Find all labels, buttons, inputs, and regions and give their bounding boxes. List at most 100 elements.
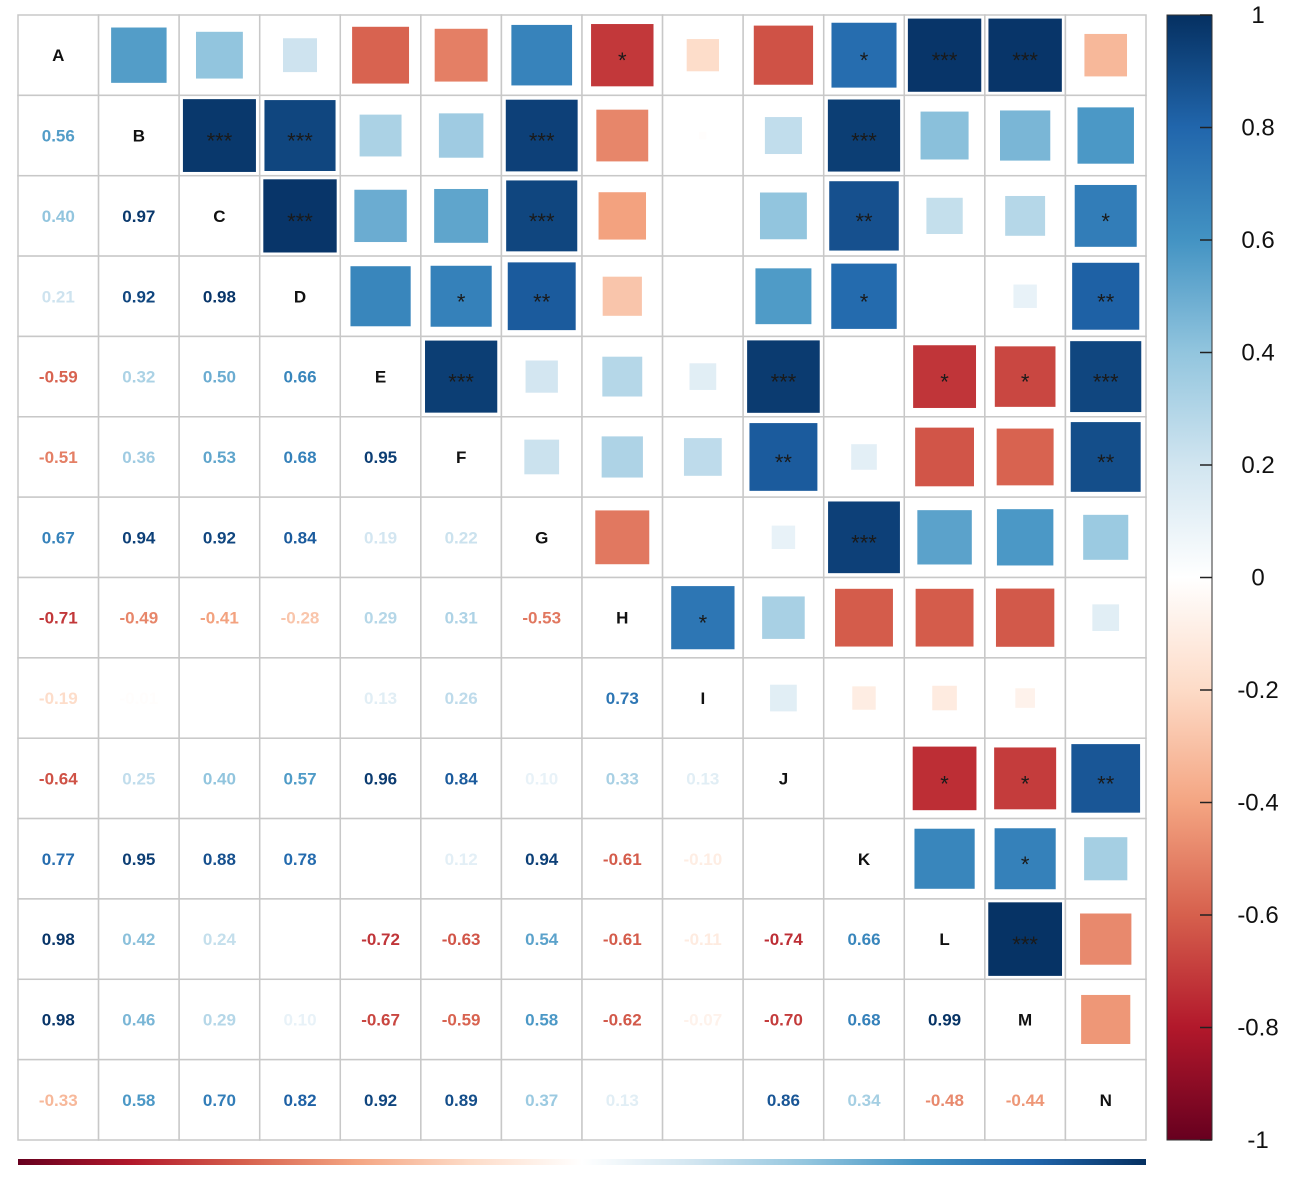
significance-marker: *** xyxy=(529,129,555,154)
corr-square xyxy=(598,192,647,240)
corr-square xyxy=(263,179,337,253)
corr-value: -0.59 xyxy=(39,368,78,387)
grid-cell xyxy=(339,737,422,820)
grid-cell xyxy=(1064,1058,1147,1141)
variable-label: F xyxy=(456,448,466,467)
colorbar-tick-label: 0 xyxy=(1251,565,1264,592)
grid-cell xyxy=(97,416,180,498)
corr-value: 0.70 xyxy=(203,1091,236,1110)
corr-square xyxy=(1070,422,1141,492)
corr-square xyxy=(182,99,256,172)
corr-value: -0.10 xyxy=(683,850,722,869)
grid-cell xyxy=(178,416,261,498)
corr-value: -0.59 xyxy=(442,1010,481,1029)
variable-label: G xyxy=(535,528,548,547)
corr-square xyxy=(591,24,654,87)
grid-cell xyxy=(97,255,180,338)
lower-triangle-values: 0.56 0.40 0.97 0.21 0.92 0.98 -0.59 0.32 0.50 0.6… xyxy=(39,127,1045,1110)
grid-cell xyxy=(258,416,342,498)
corr-value: 0.34 xyxy=(847,1091,881,1110)
grid-cell xyxy=(661,255,744,338)
corr-value: 0.13 xyxy=(364,689,397,708)
corr-square xyxy=(827,99,901,172)
grid-cell xyxy=(97,817,180,900)
corr-square xyxy=(354,189,407,243)
corr-square xyxy=(525,360,558,393)
grid-cell xyxy=(500,898,583,981)
grid-cell xyxy=(661,174,744,257)
corr-value: 0.37 xyxy=(525,1091,558,1110)
grid-cell xyxy=(420,898,503,981)
corr-square xyxy=(601,436,643,478)
corr-value: 0.58 xyxy=(525,1010,558,1029)
corr-value: 0.88 xyxy=(203,850,236,869)
corr-value: -0.28 xyxy=(281,609,320,628)
corr-square xyxy=(749,423,818,491)
corr-value: 0.46 xyxy=(122,1010,155,1029)
variable-label: J xyxy=(779,769,788,788)
corr-value: 0.86 xyxy=(767,1091,800,1110)
corr-square xyxy=(912,746,977,811)
corr-value: 0.98 xyxy=(42,930,75,949)
significance-marker: * xyxy=(699,611,708,636)
corr-square xyxy=(747,340,820,413)
corr-square xyxy=(689,363,717,390)
corr-square xyxy=(1071,744,1141,813)
corr-value: 0.25 xyxy=(122,769,155,788)
corr-square xyxy=(1000,110,1051,161)
colorbar-tick-label: -0.2 xyxy=(1237,677,1278,704)
grid-cell xyxy=(339,978,422,1061)
corr-value: -0.48 xyxy=(925,1091,964,1110)
corr-square xyxy=(771,525,796,550)
corr-value: 0.68 xyxy=(847,1010,880,1029)
colorbar-tick-label: -0.4 xyxy=(1237,790,1278,817)
variable-label: L xyxy=(939,930,949,949)
colorbar-tick-label: 0.8 xyxy=(1241,115,1274,142)
corr-value: 0.58 xyxy=(122,1091,155,1110)
corr-value: -0.11 xyxy=(684,930,722,949)
significance-marker: ** xyxy=(775,450,793,475)
corr-square xyxy=(988,902,1063,976)
corr-square xyxy=(926,197,963,235)
significance-marker: *** xyxy=(287,209,313,234)
corr-value: 0.13 xyxy=(606,1091,639,1110)
grid-cell xyxy=(17,496,100,579)
grid-cell xyxy=(178,174,261,257)
grid-cell xyxy=(17,817,100,900)
corr-value: 0.84 xyxy=(283,528,317,547)
grid-cell xyxy=(258,576,342,659)
grid-cell xyxy=(339,496,422,579)
grid-cell xyxy=(258,657,342,739)
grid-cell xyxy=(581,1058,664,1141)
significance-marker: * xyxy=(940,370,949,395)
grid-cell xyxy=(500,1058,583,1141)
corr-value: 0.26 xyxy=(445,689,478,708)
corr-value: 0.29 xyxy=(364,609,397,628)
grid-cell xyxy=(903,978,986,1061)
corr-square xyxy=(831,22,897,88)
significance-marker: * xyxy=(1101,209,1110,234)
corr-square xyxy=(759,192,807,240)
corr-square xyxy=(917,510,972,565)
grid-cell xyxy=(581,94,664,177)
corr-value: -0.64 xyxy=(39,769,78,788)
corr-square xyxy=(434,188,489,243)
corr-square xyxy=(350,266,411,327)
significance-marker: *** xyxy=(932,48,958,73)
corr-value: -0.61 xyxy=(603,930,642,949)
grid-cell xyxy=(822,978,906,1061)
corr-value: 0.68 xyxy=(283,448,316,467)
significance-marker: *** xyxy=(1012,48,1038,73)
corr-square xyxy=(1083,514,1129,560)
variable-label: H xyxy=(616,609,628,628)
corr-square xyxy=(511,24,573,86)
corr-square xyxy=(996,428,1054,486)
corr-value: 0.21 xyxy=(42,287,75,306)
colorbar-tick-label: 0.2 xyxy=(1241,452,1274,479)
corr-square xyxy=(111,27,167,83)
corr-value: 0.94 xyxy=(525,850,559,869)
corr-square xyxy=(920,111,969,160)
corr-value: 0.77 xyxy=(42,850,75,869)
colorbar-tick-label: 0.6 xyxy=(1241,227,1274,254)
corr-square xyxy=(359,114,402,157)
